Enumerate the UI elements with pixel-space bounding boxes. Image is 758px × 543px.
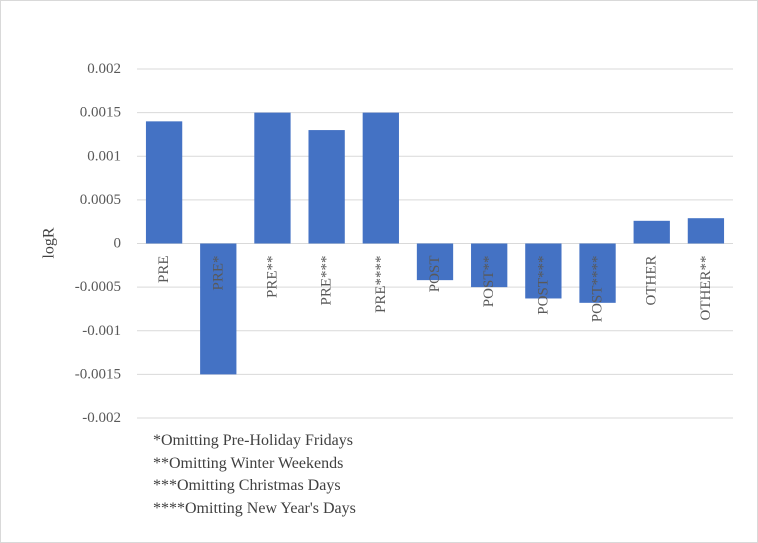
footnotes: *Omitting Pre-Holiday Fridays **Omitting…	[153, 430, 356, 520]
category-labels: PRE PRE* PRE** PRE*** PRE**** POST POST** POST*…	[156, 256, 714, 323]
y-tick-label: -0.0015	[75, 366, 121, 382]
category-label: PRE**	[264, 256, 280, 299]
category-label: PRE***	[319, 256, 335, 306]
category-label: PRE*	[210, 256, 226, 291]
bar	[416, 243, 454, 281]
bars	[145, 112, 725, 375]
y-tick-label: -0.001	[82, 323, 121, 339]
category-label: POST**	[481, 256, 497, 308]
footnote-3: ***Omitting Christmas Days	[153, 477, 341, 494]
bar	[579, 243, 616, 303]
gridlines	[137, 68, 733, 419]
footnote-2: **Omitting Winter Weekends	[153, 454, 344, 472]
category-label: OTHER**	[698, 256, 714, 321]
y-tick-label: 0.0015	[80, 105, 121, 121]
bar	[362, 112, 399, 244]
y-tick-label: 0.002	[87, 61, 121, 77]
y-tick-label: 0	[114, 236, 122, 252]
bar	[633, 220, 670, 244]
y-axis-title: logR	[41, 227, 58, 258]
footnote-4: ****Omitting New Year's Days	[153, 499, 356, 517]
category-label: OTHER	[644, 256, 660, 306]
y-axis-ticks: 0.002 0.0015 0.001 0.0005 0 -0.0005 -0.001 -0.0…	[75, 61, 121, 426]
category-label: PRE****	[373, 256, 389, 314]
bar	[254, 112, 291, 244]
category-label: POST***	[535, 256, 551, 315]
bar	[525, 243, 562, 299]
bar	[200, 243, 237, 375]
bar	[687, 218, 725, 244]
footnote-1: *Omitting Pre-Holiday Fridays	[153, 432, 353, 449]
category-label: POST****	[590, 256, 606, 323]
y-tick-label: 0.001	[87, 148, 121, 164]
bar	[471, 243, 508, 288]
category-label: POST	[427, 256, 443, 293]
category-label: PRE	[156, 256, 172, 284]
y-tick-label: -0.002	[82, 410, 121, 426]
bar	[145, 121, 183, 244]
y-tick-label: -0.0005	[75, 279, 121, 295]
bar	[308, 130, 345, 244]
y-tick-label: 0.0005	[80, 192, 121, 208]
